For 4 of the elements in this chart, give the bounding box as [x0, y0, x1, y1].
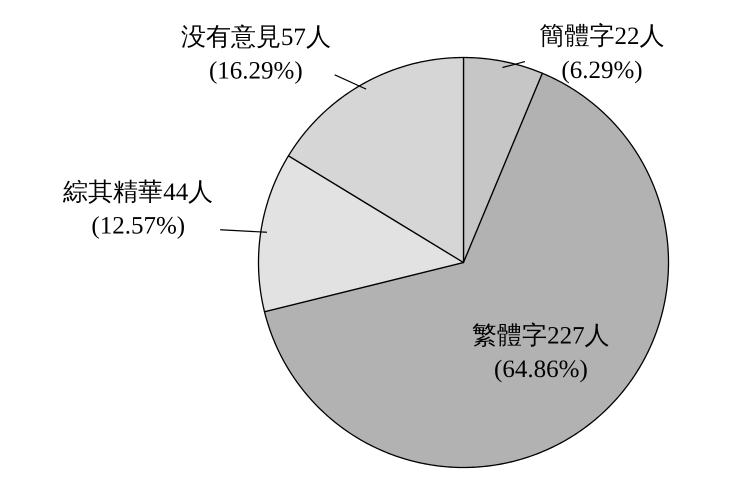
slice-label: 没有意見57人 (16.29%)	[180, 24, 331, 85]
slice-label: 簡體字22人 (6.29%)	[540, 22, 664, 84]
slice-label: 綜其精華44人 (12.57%)	[62, 178, 214, 240]
slice-label: 繁體字227人 (64.86%)	[472, 321, 610, 384]
